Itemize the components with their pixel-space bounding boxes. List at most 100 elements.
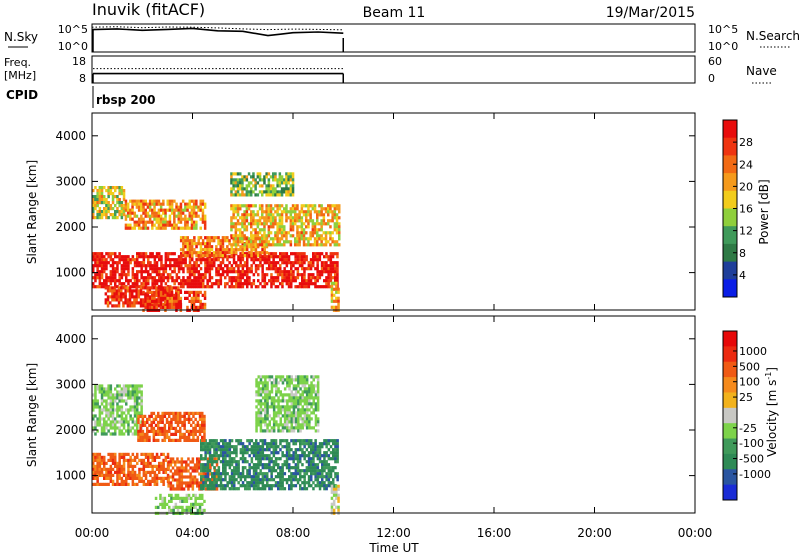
velocity-cell: [268, 463, 271, 466]
velocity-cell: [255, 466, 258, 469]
power-cell: [283, 273, 286, 276]
power-cell: [121, 258, 124, 261]
velocity-cell: [132, 459, 135, 462]
power-cell: [259, 231, 262, 234]
velocity-cell: [310, 484, 313, 487]
power-cell: [274, 193, 277, 196]
velocity-cell: [268, 445, 271, 448]
velocity-cell: [172, 427, 175, 430]
velocity-cell: [229, 445, 232, 448]
velocity-cell: [121, 411, 124, 414]
power-cell: [213, 236, 216, 239]
power-cell: [206, 236, 209, 239]
power-cell: [125, 255, 128, 258]
power-cell: [336, 273, 339, 276]
velocity-cell: [333, 488, 336, 491]
power-cell: [263, 231, 266, 234]
velocity-cell: [176, 487, 179, 490]
power-cell: [158, 252, 161, 255]
velocity-cell: [264, 378, 267, 381]
velocity-cell: [146, 439, 149, 442]
power-cell: [121, 210, 124, 213]
power-cell: [242, 282, 245, 285]
power-cell: [276, 228, 279, 231]
velocity-cell: [255, 451, 258, 454]
velocity-cell: [290, 472, 293, 475]
power-cell: [252, 178, 255, 181]
power-cell: [310, 282, 313, 285]
velocity-cell: [185, 463, 188, 466]
velocity-cell: [293, 426, 296, 429]
power-cell: [228, 270, 231, 273]
power-cell: [305, 267, 308, 270]
power-cell: [96, 264, 99, 267]
velocity-cell: [308, 454, 311, 457]
velocity-cell: [302, 405, 305, 408]
velocity-cell: [262, 454, 265, 457]
power-cell: [164, 218, 167, 221]
velocity-cell: [253, 463, 256, 466]
velocity-cell: [258, 408, 261, 411]
power-cell: [270, 213, 273, 216]
velocity-cell: [107, 414, 110, 417]
velocity-cell: [317, 451, 320, 454]
power-cell: [254, 240, 257, 243]
power-cell: [270, 261, 273, 264]
power-cell: [178, 261, 181, 264]
velocity-cell: [242, 451, 245, 454]
power-cell: [299, 273, 302, 276]
power-cell: [154, 255, 157, 258]
velocity-cell: [200, 442, 203, 445]
power-cell: [140, 270, 143, 273]
velocity-cell: [200, 487, 203, 490]
velocity-cell: [319, 442, 322, 445]
velocity-cell: [248, 463, 251, 466]
power-cell: [168, 289, 171, 292]
power-cell: [153, 200, 156, 203]
power-cell: [145, 209, 148, 212]
velocity-cell: [147, 471, 150, 474]
power-cell: [195, 206, 198, 209]
power-cell: [320, 213, 323, 216]
velocity-cell: [273, 402, 276, 405]
power-cell: [182, 209, 185, 212]
velocity-cell: [242, 475, 245, 478]
velocity-cell: [188, 497, 191, 500]
velocity-cell: [177, 506, 180, 509]
velocity-cell: [110, 468, 113, 471]
power-cell: [270, 187, 273, 190]
velocity-cell: [158, 456, 161, 459]
power-cell: [204, 285, 207, 288]
power-cell: [261, 264, 264, 267]
power-cell: [182, 285, 185, 288]
velocity-cell: [140, 402, 143, 405]
power-cell: [193, 227, 196, 230]
velocity-cell: [94, 393, 97, 396]
power-cell: [118, 213, 121, 216]
velocity-cell: [255, 442, 258, 445]
velocity-cell: [288, 399, 291, 402]
power-cell: [301, 261, 304, 264]
power-cell: [134, 200, 137, 203]
power-cell: [197, 297, 200, 300]
power-cell: [323, 237, 326, 240]
velocity-cell: [270, 475, 273, 478]
velocity-cell: [116, 408, 119, 411]
power-cell: [132, 267, 135, 270]
velocity-cell: [262, 445, 265, 448]
power-cell: [142, 286, 145, 289]
velocity-cell: [310, 375, 313, 378]
power-cell: [237, 172, 240, 175]
power-cell: [149, 267, 152, 270]
power-cell: [312, 273, 315, 276]
velocity-cell: [121, 396, 124, 399]
velocity-cell: [129, 459, 132, 462]
power-cell: [160, 294, 163, 297]
velocity-cell: [259, 469, 262, 472]
power-cell: [171, 294, 174, 297]
power-cell: [121, 192, 124, 195]
velocity-cell: [192, 494, 195, 497]
velocity-cell: [144, 415, 147, 418]
velocity-cell: [240, 484, 243, 487]
power-cell: [261, 178, 264, 181]
